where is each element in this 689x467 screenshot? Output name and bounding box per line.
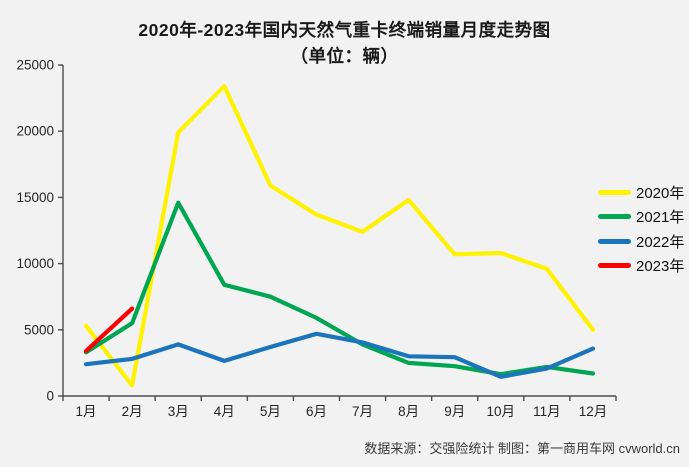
y-axis-label: 0 xyxy=(46,389,54,404)
x-axis-label: 5月 xyxy=(260,404,281,419)
chart-title-line1: 2020年-2023年国内天然气重卡终端销量月度走势图 xyxy=(138,20,551,40)
legend-label: 2023年 xyxy=(636,258,685,276)
y-axis-label: 20000 xyxy=(16,124,54,139)
x-axis-label: 7月 xyxy=(352,404,373,419)
x-axis-label: 1月 xyxy=(76,404,97,419)
x-axis-label: 9月 xyxy=(444,404,465,419)
series-line-2021 xyxy=(83,200,596,377)
legend-item-2020: 2020年 xyxy=(598,184,685,202)
legend-label: 2022年 xyxy=(636,233,685,251)
x-axis-label: 12月 xyxy=(579,404,608,419)
chart-title-line2: （单位：辆） xyxy=(290,46,399,66)
x-axis-label: 11月 xyxy=(533,404,561,419)
legend-swatch-icon xyxy=(598,238,631,244)
legend-item-2022: 2022年 xyxy=(598,233,685,251)
series-line-2020 xyxy=(83,84,596,388)
x-axis-label: 8月 xyxy=(398,404,419,419)
y-axis-label: 10000 xyxy=(16,256,54,271)
x-axis-label: 2月 xyxy=(122,404,143,419)
x-axis-label: 3月 xyxy=(168,404,189,419)
chart-legend: 2020年 2021年 2022年 2023年 xyxy=(598,184,685,275)
series-line-2023 xyxy=(83,306,135,354)
legend-label: 2020年 xyxy=(636,184,685,202)
x-axis-label: 10月 xyxy=(487,404,516,419)
legend-swatch-icon xyxy=(598,189,631,195)
legend-swatch-icon xyxy=(598,263,631,269)
y-axis-label: 5000 xyxy=(24,322,54,337)
y-axis-label: 15000 xyxy=(16,190,54,205)
x-axis-label: 6月 xyxy=(306,404,327,419)
chart-footer: 数据来源：交强险统计 制图：第一商用车网 cvworld.cn xyxy=(364,441,680,456)
chart-title: 2020年-2023年国内天然气重卡终端销量月度走势图 （单位：辆） xyxy=(0,17,689,69)
axis-lines xyxy=(62,65,616,397)
x-axis-label: 4月 xyxy=(214,404,235,419)
series-line-2022 xyxy=(83,331,596,379)
legend-label: 2021年 xyxy=(636,209,685,227)
legend-item-2021: 2021年 xyxy=(598,209,684,226)
y-axis-label: 25000 xyxy=(16,58,54,73)
legend-swatch-icon xyxy=(598,214,631,220)
legend-item-2023: 2023年 xyxy=(598,258,684,275)
